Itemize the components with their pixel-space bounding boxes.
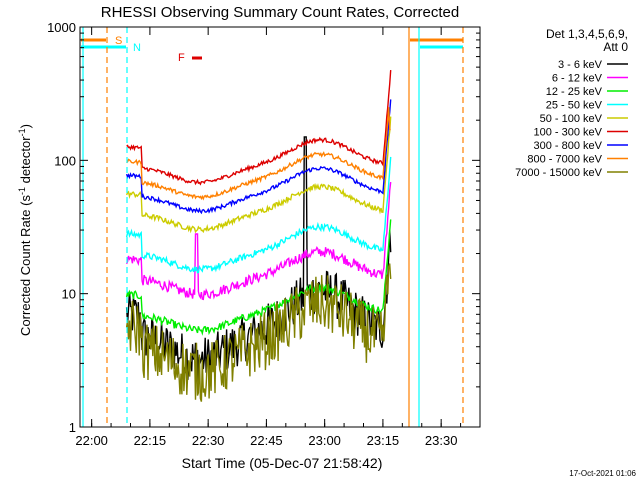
plot-area bbox=[81, 27, 464, 427]
y-tick-label: 100 bbox=[54, 153, 76, 168]
legend-label: 800 - 7000 keV bbox=[527, 154, 602, 166]
y-axis: 1 10 100 1000 bbox=[47, 20, 480, 435]
y-axis-label-main: Corrected Count Rate (s bbox=[18, 195, 33, 336]
y-tick-label: 10 bbox=[62, 287, 76, 302]
x-tick-label: 23:00 bbox=[308, 433, 341, 448]
y-axis-label-mid: detector bbox=[18, 136, 33, 187]
series-line bbox=[125, 182, 392, 301]
legend-title-1: Det 1,3,4,5,6,9, bbox=[546, 27, 628, 41]
x-tick-label: 23:15 bbox=[367, 433, 400, 448]
y-axis-label: Corrected Count Rate (s-1 detector-1) bbox=[17, 124, 33, 336]
x-tick-label: 22:45 bbox=[250, 433, 283, 448]
y-axis-label-end: ) bbox=[18, 124, 33, 128]
plot-frame bbox=[79, 26, 481, 428]
annotation-n: N bbox=[133, 42, 141, 54]
legend-label: 25 - 50 keV bbox=[546, 100, 603, 112]
x-tick-label: 23:30 bbox=[425, 433, 458, 448]
series-line bbox=[126, 107, 391, 201]
x-tick-label: 22:30 bbox=[192, 433, 225, 448]
legend: Det 1,3,4,5,6,9, Att 0 3 - 6 keV 6 - 12 k… bbox=[515, 27, 628, 179]
annotation-f: F bbox=[178, 52, 185, 64]
x-axis: 22:00 22:15 22:30 22:45 23:00 23:15 23:30 bbox=[75, 27, 462, 448]
x-tick-label: 22:15 bbox=[134, 433, 167, 448]
legend-label: 12 - 25 keV bbox=[546, 86, 603, 98]
chart-title: RHESSI Observing Summary Count Rates, Co… bbox=[101, 4, 459, 21]
series-line bbox=[125, 116, 392, 234]
legend-title-2: Att 0 bbox=[603, 40, 628, 54]
series-line bbox=[126, 70, 392, 186]
x-tick-label: 22:00 bbox=[75, 433, 108, 448]
series-line bbox=[125, 263, 392, 402]
y-tick-label: 1 bbox=[69, 420, 76, 435]
legend-label: 6 - 12 keV bbox=[552, 73, 603, 85]
legend-label: 50 - 100 keV bbox=[540, 113, 603, 125]
annotation-s: S bbox=[115, 35, 122, 47]
legend-label: 7000 - 15000 keV bbox=[515, 167, 603, 179]
legend-label: 300 - 800 keV bbox=[534, 140, 603, 152]
timestamp: 17-Oct-2021 01:06 bbox=[569, 469, 636, 478]
y-axis-label-sup1: -1 bbox=[17, 187, 27, 195]
legend-label: 100 - 300 keV bbox=[534, 127, 603, 139]
series-line bbox=[125, 99, 392, 215]
legend-label: 3 - 6 keV bbox=[558, 59, 603, 71]
y-tick-label: 1000 bbox=[47, 20, 76, 35]
y-axis-label-sup2: -1 bbox=[17, 128, 27, 136]
x-axis-label: Start Time (05-Dec-07 21:58:42) bbox=[182, 455, 383, 471]
series-line bbox=[125, 156, 392, 274]
